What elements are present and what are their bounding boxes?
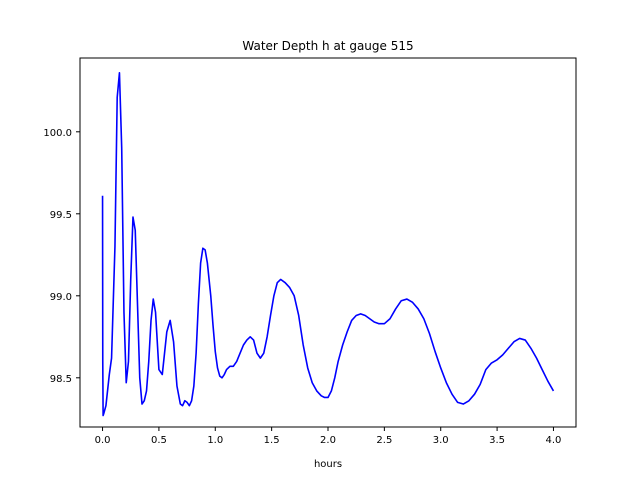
- axis-ticks: 0.0 0.5 1.0 1.5 2.0 2.5 3.0 3.5 4.0 98.5 99.0 99.5 1…: [43, 128, 561, 446]
- series-line-0: [101, 71, 555, 417]
- x-tick-label: 2.5: [376, 435, 392, 446]
- y-tick-label: 99.5: [50, 210, 72, 221]
- plot-area: [101, 71, 555, 417]
- x-axis-label: hours: [314, 459, 342, 470]
- x-tick-label: 1.0: [207, 435, 223, 446]
- x-tick-label: 1.5: [264, 435, 280, 446]
- chart-title: Water Depth h at gauge 515: [242, 39, 413, 53]
- x-tick-label: 4.0: [546, 435, 562, 446]
- x-tick-label: 0.0: [95, 435, 111, 446]
- y-tick-label: 99.0: [50, 292, 72, 303]
- x-tick-label: 2.0: [320, 435, 336, 446]
- axes-frame: [79, 57, 577, 428]
- x-tick-label: 0.5: [151, 435, 167, 446]
- x-tick-label: 3.5: [489, 435, 505, 446]
- y-tick-label: 98.5: [50, 374, 72, 385]
- x-tick-label: 3.0: [433, 435, 449, 446]
- y-tick-label: 100.0: [43, 128, 72, 139]
